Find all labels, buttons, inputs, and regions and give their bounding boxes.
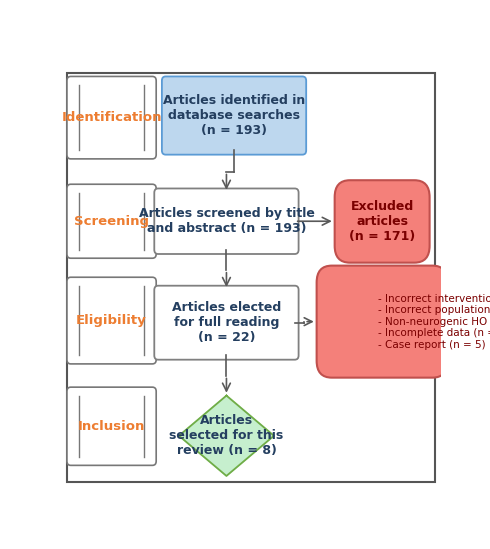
Text: Inclusion: Inclusion — [78, 420, 145, 433]
Text: Articles identified in
database searches
(n = 193): Articles identified in database searches… — [163, 94, 305, 137]
FancyBboxPatch shape — [335, 180, 430, 262]
Text: Eligibility: Eligibility — [76, 314, 147, 327]
FancyBboxPatch shape — [154, 188, 298, 254]
Text: Articles elected
for full reading
(n = 22): Articles elected for full reading (n = 2… — [172, 301, 281, 344]
FancyBboxPatch shape — [67, 387, 156, 466]
Text: Excluded
articles
(n = 171): Excluded articles (n = 171) — [349, 200, 415, 243]
Text: - Incorrect intervention (n = 3)
- Incorrect population (n = 2)
- Non-neurogenic: - Incorrect intervention (n = 3) - Incor… — [378, 293, 490, 350]
FancyBboxPatch shape — [67, 277, 156, 364]
FancyBboxPatch shape — [317, 266, 448, 378]
FancyBboxPatch shape — [67, 76, 156, 159]
Text: Articles screened by title
and abstract (n = 193): Articles screened by title and abstract … — [139, 207, 315, 235]
Text: Articles
selected for this
review (n = 8): Articles selected for this review (n = 8… — [170, 414, 284, 457]
Polygon shape — [179, 396, 274, 476]
Text: Screening: Screening — [74, 215, 149, 228]
FancyBboxPatch shape — [67, 184, 156, 258]
Text: Identification: Identification — [61, 111, 162, 124]
FancyBboxPatch shape — [154, 285, 298, 360]
FancyBboxPatch shape — [162, 76, 306, 155]
